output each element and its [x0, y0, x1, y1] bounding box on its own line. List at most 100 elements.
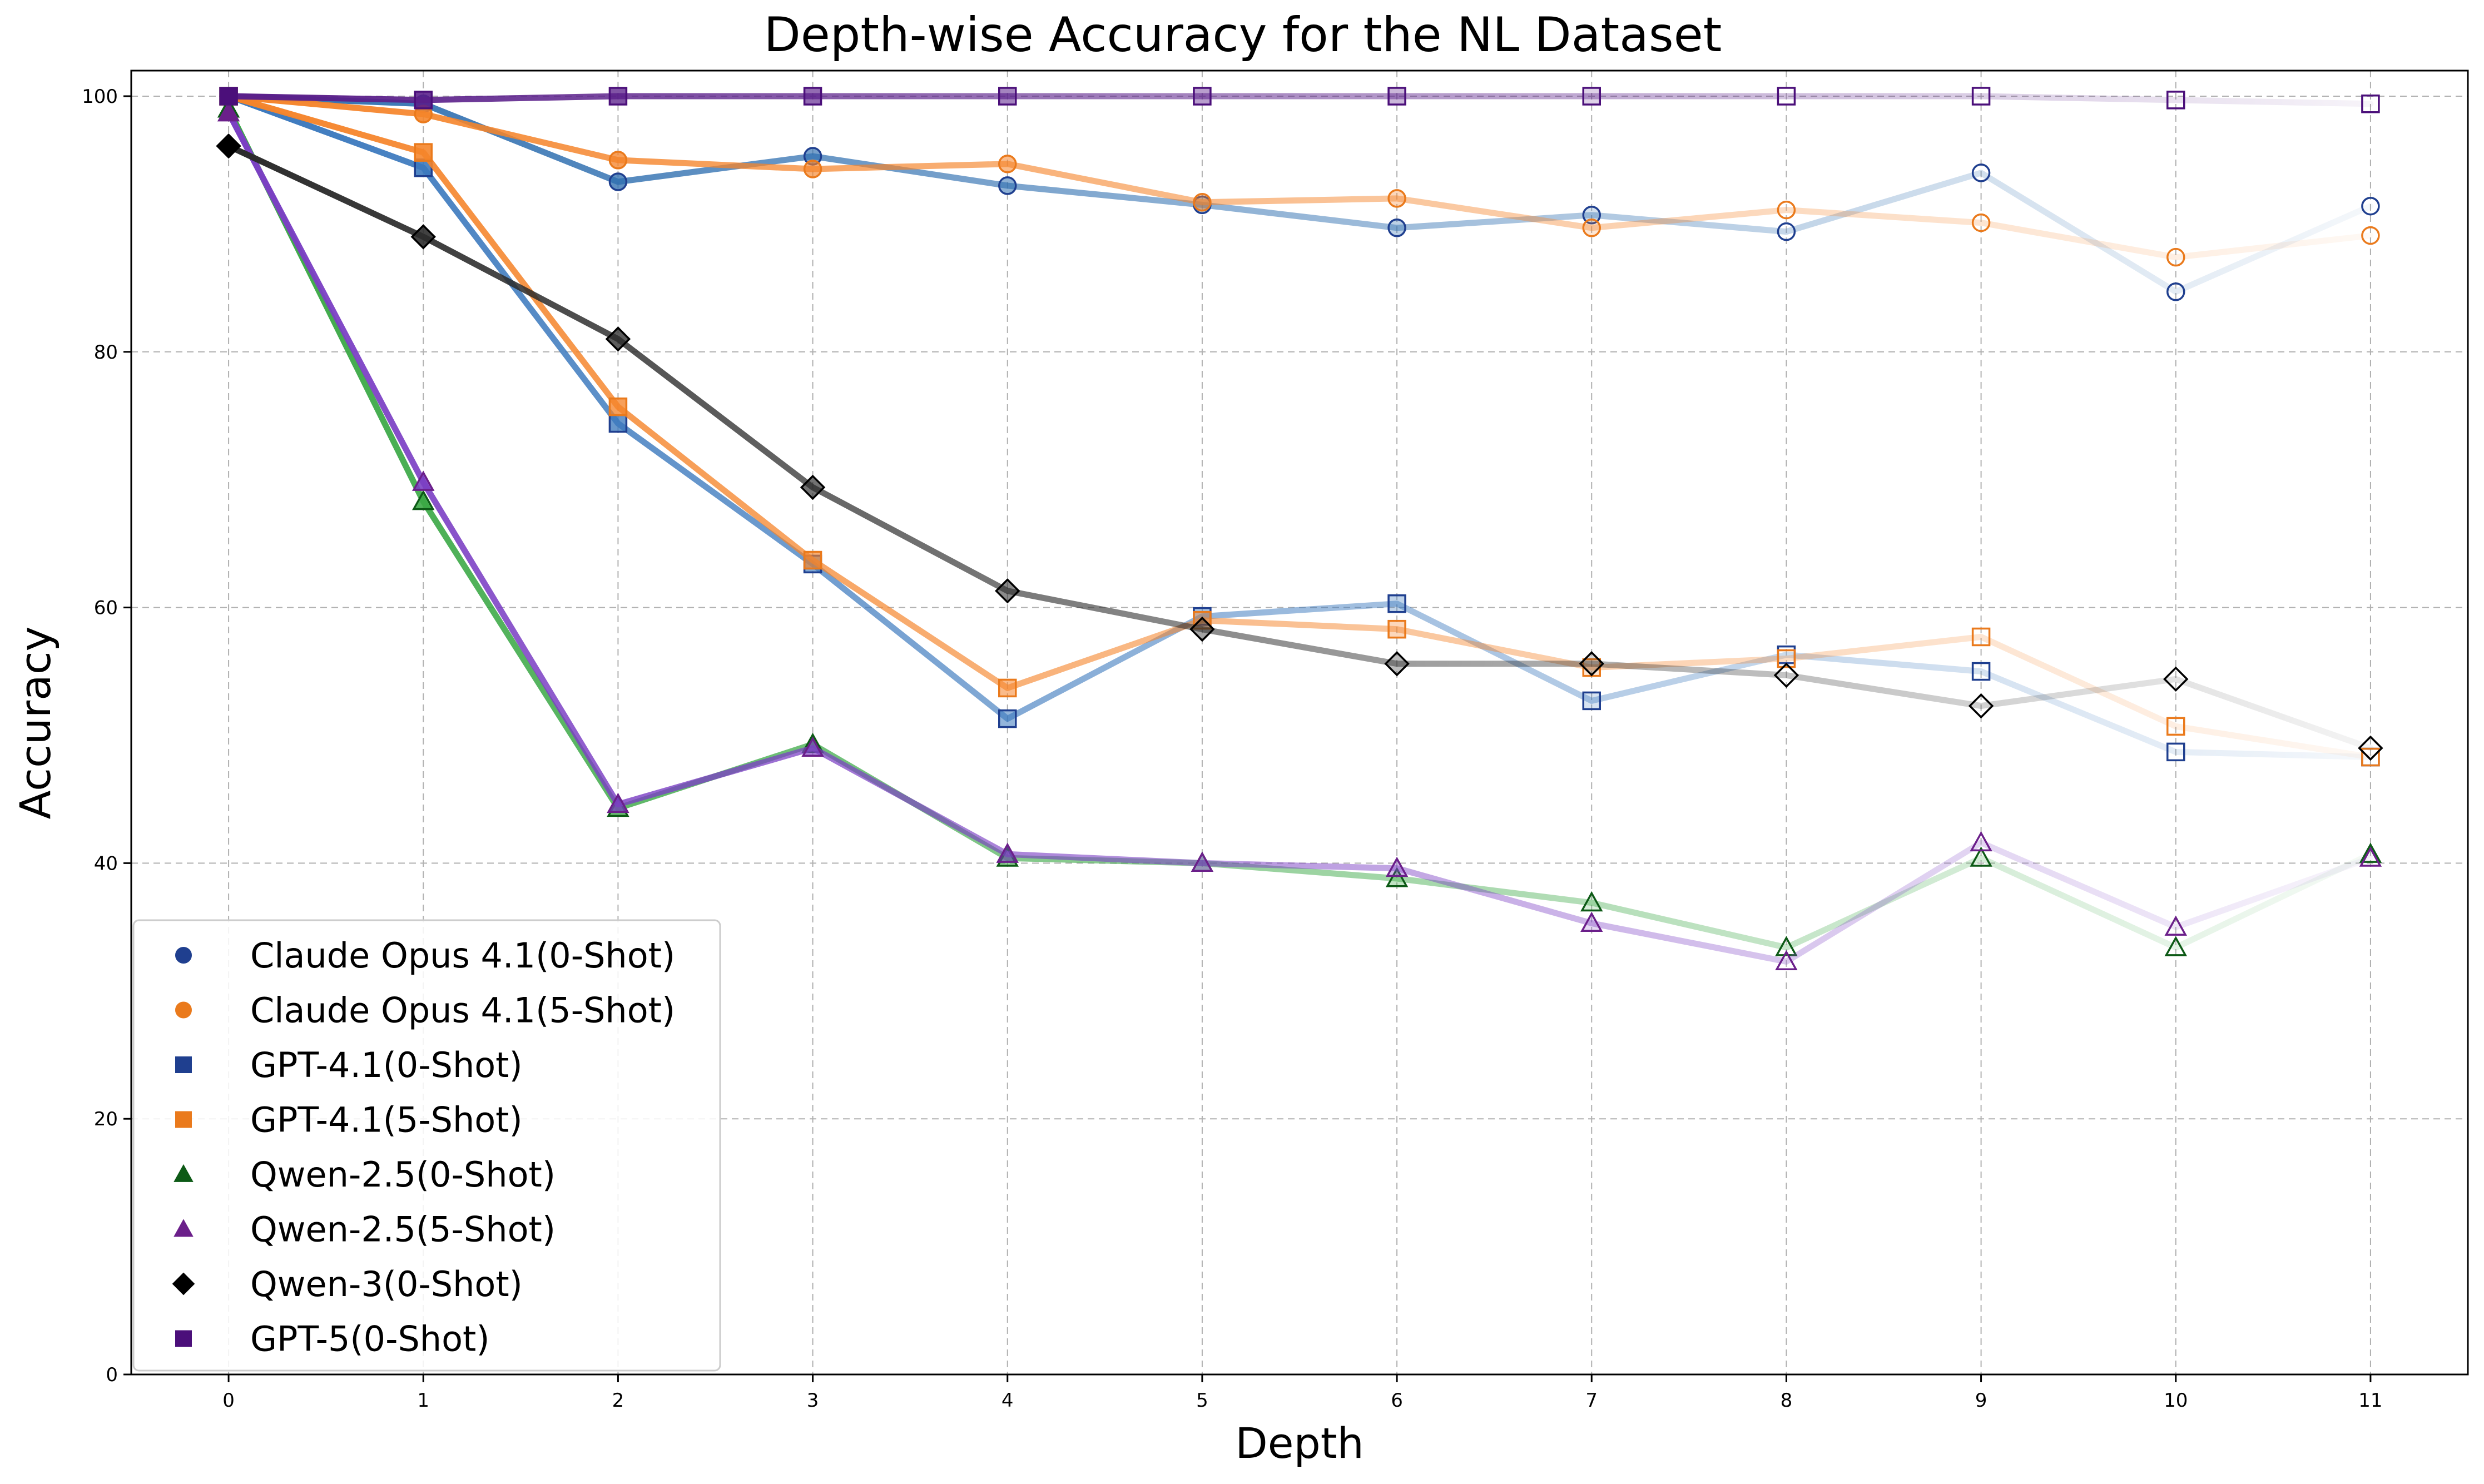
x-tick-label: 8	[1781, 1389, 1793, 1412]
data-point	[1971, 627, 1991, 647]
data-point	[414, 143, 433, 162]
x-tick-label: 2	[612, 1389, 624, 1412]
legend-label: Claude Opus 4.1(0-Shot)	[250, 935, 675, 976]
data-point	[1387, 87, 1406, 106]
data-point	[2164, 915, 2187, 936]
data-point	[1193, 87, 1212, 106]
data-point	[803, 160, 822, 178]
data-point	[607, 792, 629, 813]
legend-label: GPT-4.1(0-Shot)	[250, 1045, 523, 1085]
legend-label: Claude Opus 4.1(5-Shot)	[250, 990, 675, 1031]
series-line	[225, 93, 2374, 261]
axis-ticks: 0 1 2 3 4 5 6 7 8 9 10 11 0 20 40 60 80 100	[82, 86, 2382, 1412]
data-point	[995, 578, 1020, 604]
legend-marker	[175, 1001, 192, 1019]
data-point	[1971, 662, 1991, 681]
data-point	[2166, 717, 2185, 736]
data-point	[2166, 742, 2185, 762]
data-point	[1191, 851, 1214, 872]
data-point	[1387, 594, 1406, 613]
data-point	[803, 550, 822, 570]
data-point	[1189, 616, 1215, 642]
data-point	[608, 151, 628, 170]
data-point	[803, 87, 822, 106]
y-tick-label: 0	[106, 1364, 118, 1386]
data-point	[608, 414, 628, 433]
series-line	[225, 93, 2374, 761]
data-point	[216, 133, 241, 159]
data-point	[608, 397, 628, 416]
legend-marker	[175, 1056, 192, 1073]
legend-label: Qwen-2.5(0-Shot)	[250, 1154, 556, 1195]
data-point	[1387, 219, 1406, 237]
series-7	[219, 87, 2380, 113]
y-tick-label: 100	[82, 86, 118, 108]
data-point	[1580, 911, 1603, 932]
data-point	[1384, 651, 1410, 677]
series-layer	[216, 87, 2383, 970]
data-point	[1385, 867, 1409, 887]
data-point	[1971, 163, 1991, 182]
plot-frame	[130, 70, 2469, 1376]
data-point	[1580, 891, 1603, 912]
data-point	[1775, 936, 1798, 956]
data-point	[1775, 950, 1798, 970]
data-point	[412, 489, 435, 510]
legend: Claude Opus 4.1(0-Shot) Claude Opus 4.1(5…	[132, 919, 721, 1372]
data-point	[1773, 662, 1799, 688]
y-tick-label: 40	[94, 852, 118, 875]
data-point	[1387, 619, 1406, 639]
data-point	[2166, 282, 2185, 301]
data-point	[1968, 693, 1994, 719]
x-tick-label: 5	[1196, 1389, 1208, 1412]
data-point	[801, 736, 824, 757]
x-tick-label: 1	[417, 1389, 429, 1412]
series-line	[225, 143, 2374, 751]
data-point	[2359, 846, 2382, 867]
y-tick-label: 80	[94, 341, 118, 364]
series-5	[217, 101, 2382, 970]
data-point	[1970, 846, 1992, 867]
data-point	[412, 470, 435, 491]
data-point	[998, 709, 1017, 728]
legend-label: Qwen-3(0-Shot)	[250, 1264, 523, 1304]
data-point	[2361, 95, 2380, 113]
data-point	[1582, 691, 1601, 711]
x-tick-label: 0	[222, 1389, 235, 1412]
series-6	[216, 133, 2383, 761]
data-point	[410, 224, 436, 250]
series-line	[225, 93, 2374, 295]
data-point	[1970, 831, 1992, 852]
data-point	[1387, 189, 1406, 208]
data-point	[1385, 856, 1409, 877]
data-point	[998, 87, 1017, 106]
x-tick-label: 11	[2358, 1389, 2382, 1412]
data-point	[1579, 651, 1604, 677]
data-point	[1193, 193, 1212, 212]
legend-marker	[173, 1219, 194, 1237]
data-point	[996, 842, 1019, 863]
data-point	[1777, 222, 1796, 241]
data-point	[1582, 206, 1601, 225]
y-tick-label: 20	[94, 1108, 118, 1130]
data-point	[2164, 936, 2187, 956]
data-point	[1582, 87, 1601, 106]
x-tick-label: 9	[1975, 1389, 1987, 1412]
data-point	[998, 678, 1017, 698]
series-line	[225, 106, 2374, 951]
data-point	[2361, 196, 2380, 216]
x-axis-label: Depth	[1235, 1418, 1364, 1468]
x-tick-label: 6	[1391, 1389, 1403, 1412]
legend-marker	[175, 1330, 192, 1347]
data-point	[608, 172, 628, 191]
data-point	[2163, 666, 2189, 692]
data-point	[998, 155, 1017, 173]
x-tick-label: 3	[807, 1389, 819, 1412]
x-tick-label: 4	[1001, 1389, 1014, 1412]
data-point	[1582, 219, 1601, 237]
legend-label: Qwen-2.5(5-Shot)	[250, 1209, 556, 1250]
legend-box	[132, 919, 721, 1372]
data-point	[1971, 213, 1991, 232]
legend-label: GPT-4.1(5-Shot)	[250, 1100, 523, 1140]
